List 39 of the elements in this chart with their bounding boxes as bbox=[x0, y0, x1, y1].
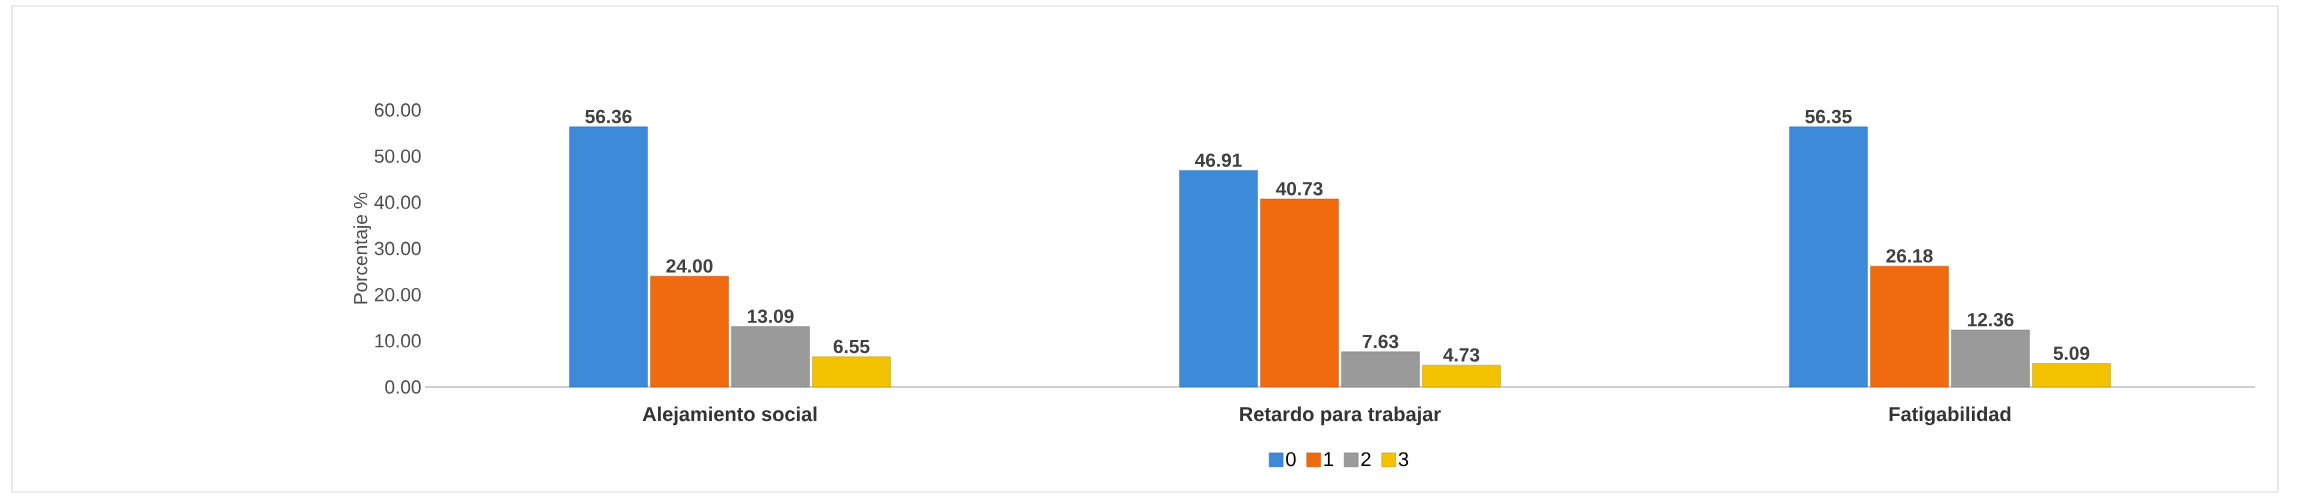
bar bbox=[650, 276, 729, 388]
x-tick-label: Retardo para trabajar bbox=[1240, 406, 1441, 426]
bar bbox=[731, 326, 810, 388]
legend-label: 2 bbox=[1361, 452, 1371, 467]
bar bbox=[1951, 329, 2030, 388]
data-label: 24.00 bbox=[666, 259, 713, 273]
data-label: 12.36 bbox=[1967, 312, 2014, 327]
x-tick-label: Alejamiento social bbox=[642, 406, 817, 426]
y-tick-label: 40.00 bbox=[374, 195, 421, 210]
bar bbox=[1179, 170, 1258, 388]
y-tick-label: 20.00 bbox=[374, 287, 421, 302]
bar bbox=[812, 356, 891, 388]
legend-label: 3 bbox=[1398, 452, 1409, 467]
bar bbox=[569, 126, 648, 388]
y-tick-label: 50.00 bbox=[374, 149, 421, 163]
bar bbox=[1870, 265, 1949, 388]
data-label: 4.73 bbox=[1443, 348, 1480, 362]
data-label: 46.91 bbox=[1195, 153, 1242, 167]
bar bbox=[1341, 351, 1420, 388]
y-tick-label: 30.00 bbox=[374, 241, 421, 256]
data-label: 6.55 bbox=[833, 339, 870, 354]
bar bbox=[2032, 363, 2111, 388]
y-tick-label: 0.00 bbox=[385, 380, 421, 394]
bar bbox=[1260, 198, 1339, 388]
bar bbox=[1422, 364, 1501, 388]
y-tick-label: 10.00 bbox=[375, 334, 421, 348]
data-label: 56.35 bbox=[1805, 109, 1852, 124]
x-tick-label: Fatigabilidad bbox=[1889, 406, 2011, 426]
data-label: 40.73 bbox=[1276, 181, 1323, 196]
data-label: 13.09 bbox=[747, 309, 794, 324]
bar bbox=[1789, 126, 1868, 388]
y-tick-label: 60.00 bbox=[374, 103, 421, 117]
data-label: 56.36 bbox=[585, 109, 632, 124]
data-label: 5.09 bbox=[2053, 346, 2090, 360]
legend-label: 1 bbox=[1324, 452, 1334, 466]
data-label: 26.18 bbox=[1886, 249, 1933, 263]
y-axis-title: Porcentaje % bbox=[353, 192, 372, 304]
legend-label: 0 bbox=[1286, 452, 1296, 467]
data-label: 7.63 bbox=[1362, 334, 1399, 349]
